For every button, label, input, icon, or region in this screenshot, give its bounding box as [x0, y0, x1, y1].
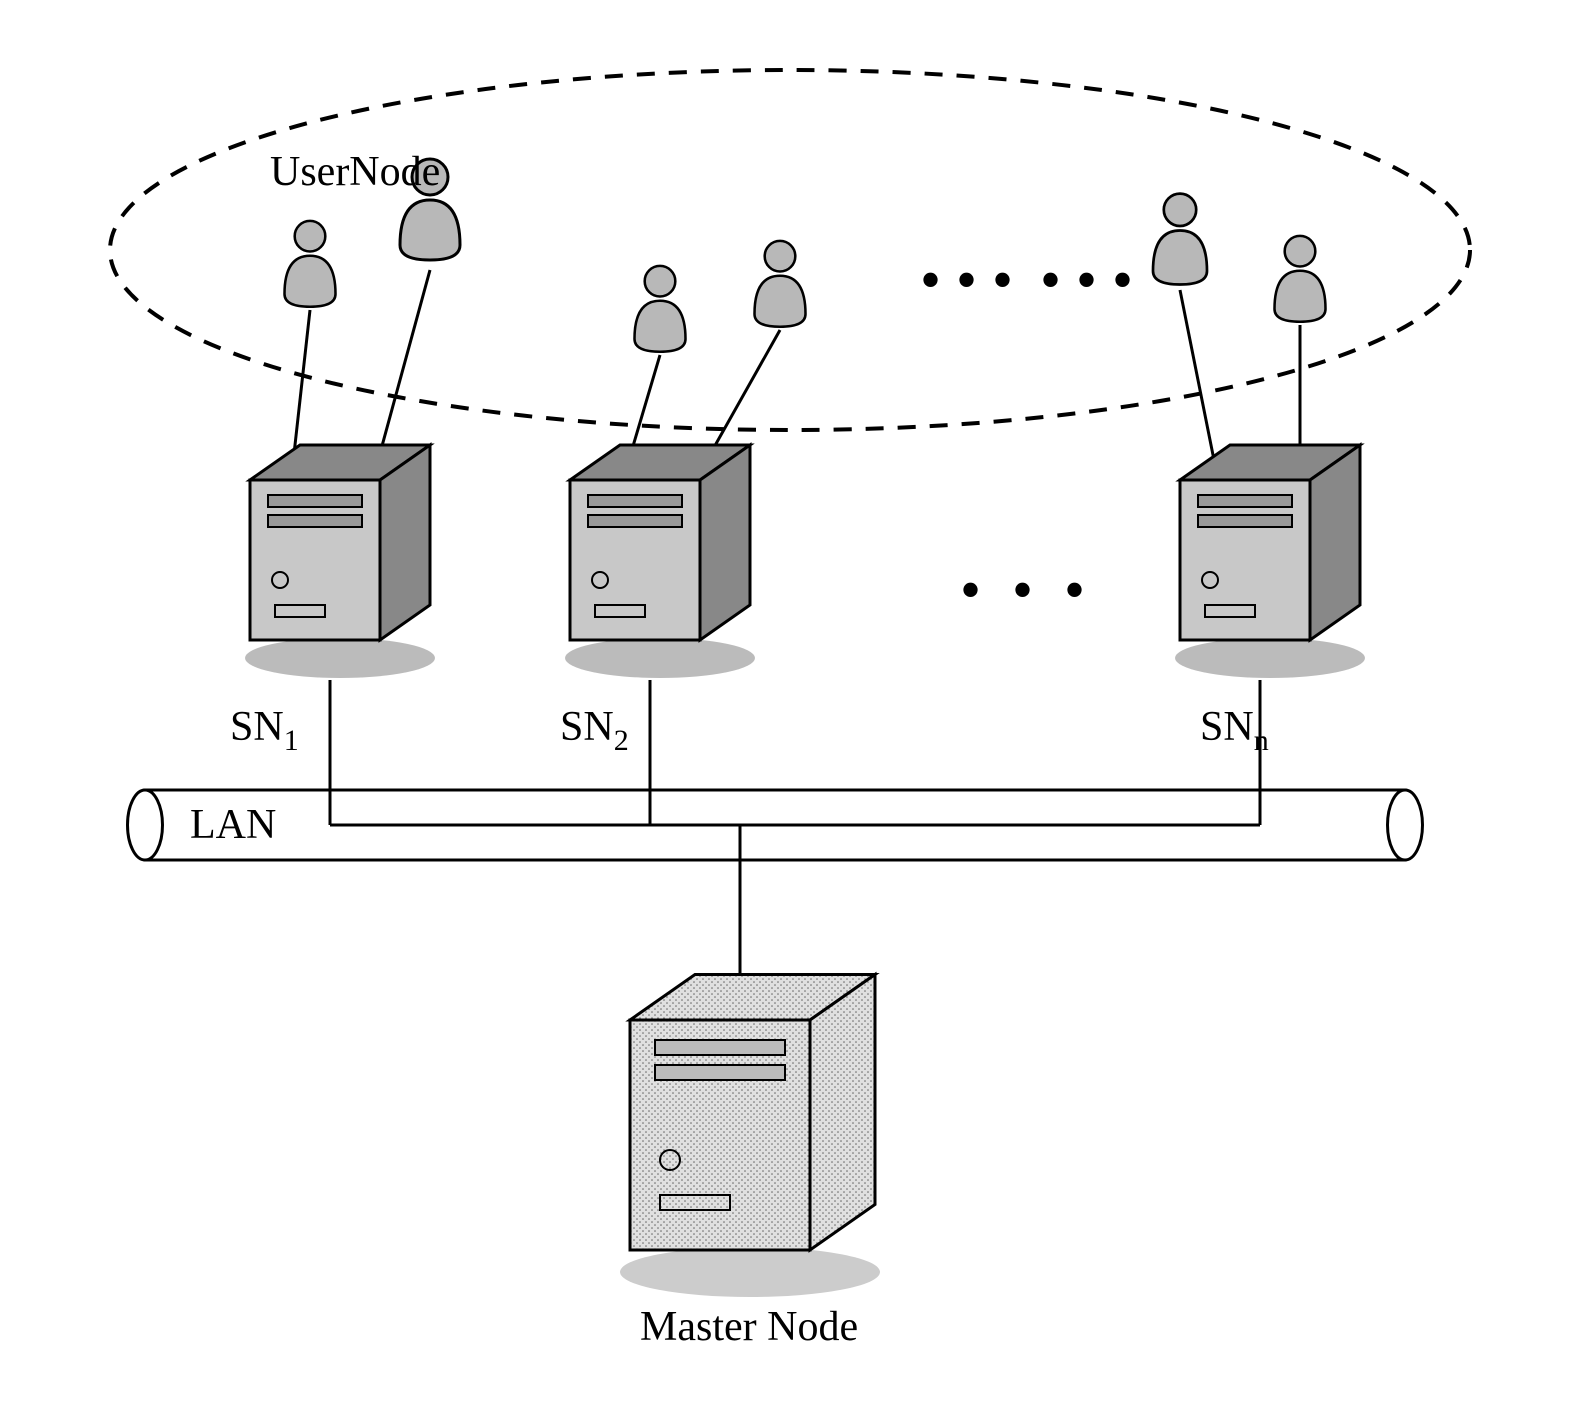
user-ellipsis-2: • • •: [1040, 247, 1133, 313]
network-diagram: • • • • • • UserNode • • • SN1 SN2 SNn LAN…: [0, 0, 1582, 1402]
server-label: SN2: [560, 704, 629, 757]
master-node-label: Master Node: [640, 1304, 858, 1350]
server-label: SN1: [230, 704, 299, 757]
user-node-label: UserNode: [270, 149, 440, 195]
server-label: SNn: [1200, 704, 1269, 757]
lan-label: LAN: [190, 802, 276, 848]
user-icon: [285, 221, 336, 307]
user-icon: [755, 241, 806, 327]
user-icon: [1153, 194, 1207, 285]
user-ellipsis-1: • • •: [920, 247, 1013, 313]
server-icon: [1175, 445, 1365, 678]
server-ellipsis: • • •: [960, 557, 1093, 623]
user-icon: [635, 266, 686, 352]
user-icon: [1275, 236, 1326, 322]
server-icon: [565, 445, 755, 678]
master-node-server: [620, 975, 880, 1298]
server-icon: [245, 445, 435, 678]
